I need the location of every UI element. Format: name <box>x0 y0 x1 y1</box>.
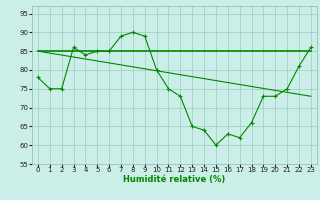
X-axis label: Humidité relative (%): Humidité relative (%) <box>123 175 226 184</box>
